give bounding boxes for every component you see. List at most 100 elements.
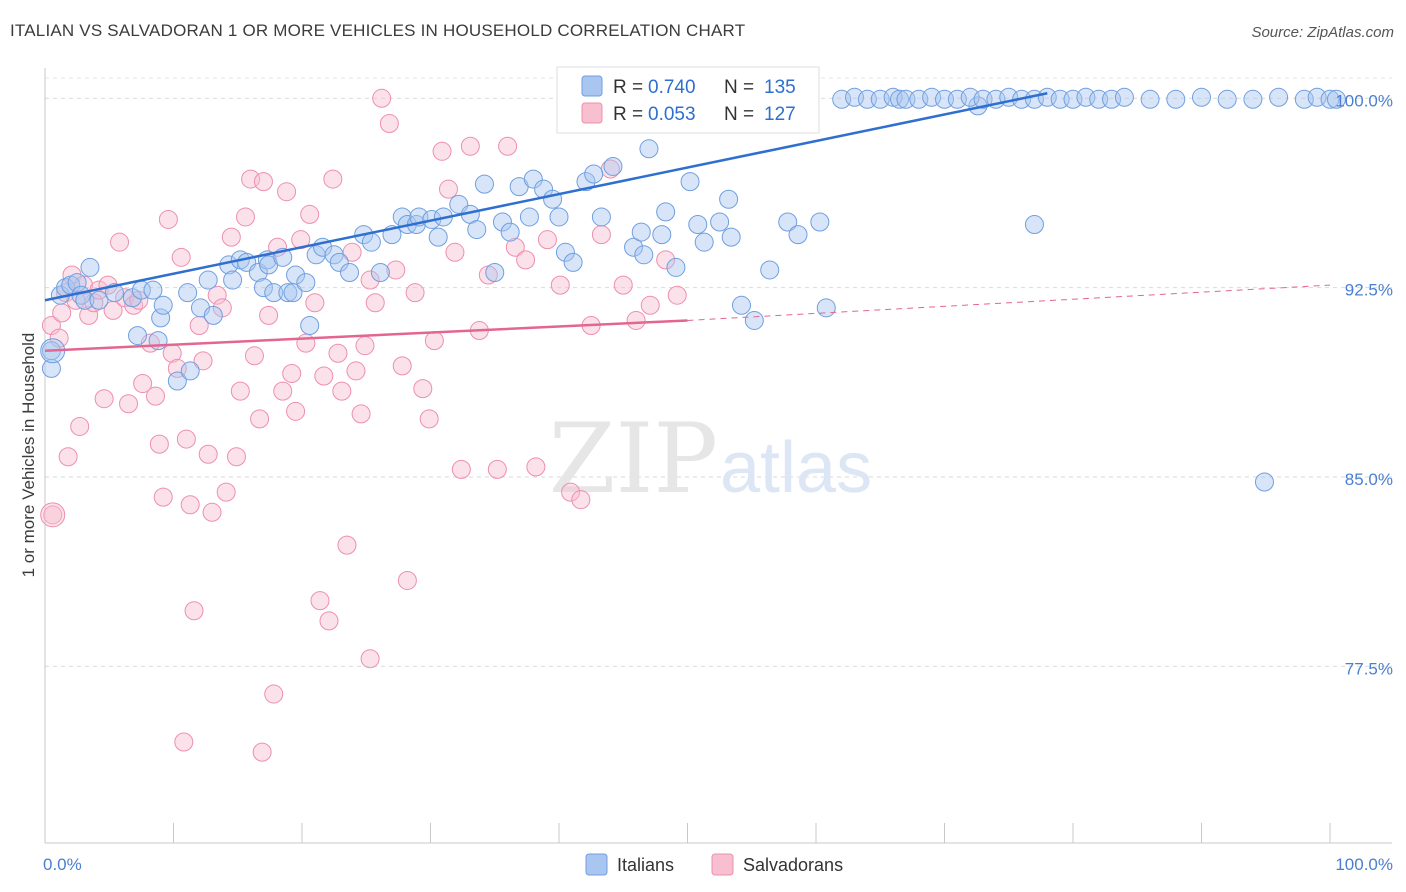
italians-point [656, 202, 676, 222]
salvadorans-point [146, 386, 166, 406]
salvadorans-point [319, 611, 339, 631]
salvadorans-point [413, 379, 433, 399]
italians-point [680, 172, 700, 192]
salvadorans-point [328, 343, 348, 363]
salvadorans-point [184, 601, 204, 621]
italians-point [300, 315, 320, 335]
salvadorans-point [505, 237, 525, 257]
salvadorans-point [498, 136, 518, 156]
salvadorans-point [273, 381, 293, 401]
italians-point [710, 212, 730, 232]
italians-point [104, 283, 124, 303]
salvadorans-point [282, 363, 302, 383]
italians-point [816, 298, 836, 318]
italians-point [253, 278, 273, 298]
salvadorans-point [419, 409, 439, 429]
bottom-legend: Italians Salvadorans [585, 853, 843, 876]
italians-point [1217, 89, 1237, 109]
italians-point [223, 270, 243, 290]
x-tick-label-start: 0.0% [43, 855, 82, 874]
salvadorans-point [667, 285, 687, 305]
salvadorans-r-value: 0.053 [648, 104, 696, 125]
salvadorans-point [296, 333, 316, 353]
italians-point [731, 295, 751, 315]
italians-trend-line [44, 92, 1048, 302]
salvadorans-point [337, 535, 357, 555]
salvadorans-point [432, 141, 452, 161]
y-tick-label: 77.5% [1345, 659, 1393, 678]
salvadorans-point [355, 336, 375, 356]
salvadorans-point [119, 394, 139, 414]
italians-point [361, 232, 381, 252]
salvadorans-point [571, 490, 591, 510]
salvadorans-point [591, 225, 611, 245]
italians-point [778, 212, 798, 232]
salvadorans-point [626, 310, 646, 330]
italians-point [721, 227, 741, 247]
salvadorans-point [58, 447, 78, 467]
italians-point [1254, 472, 1274, 492]
italians-point [80, 257, 100, 277]
italians-point [652, 225, 672, 245]
italians-point [1024, 215, 1044, 235]
salvadorans-point [277, 182, 297, 202]
salvadorans-point [360, 649, 380, 669]
salvadorans-point [264, 684, 284, 704]
x-tick-label-end: 100.0% [1335, 855, 1393, 874]
italians-point [474, 174, 494, 194]
italians-point [788, 225, 808, 245]
salvadorans-point [216, 482, 236, 502]
italians-point [603, 156, 623, 176]
salvadorans-point [153, 487, 173, 507]
salvadorans-legend-swatch [711, 853, 734, 876]
italians-point [143, 280, 163, 300]
salvadorans-point [40, 502, 66, 528]
italians-n-value: 135 [764, 77, 796, 98]
italians-point [500, 222, 520, 242]
salvadorans-point [174, 732, 194, 752]
salvadorans-point [445, 242, 465, 262]
salvadorans-point [405, 283, 425, 303]
italians-point [340, 262, 360, 282]
salvadorans-point [451, 459, 471, 479]
salvadorans-point [94, 389, 114, 409]
italians-point [810, 212, 830, 232]
italians-point [167, 371, 187, 391]
salvadorans-points [40, 88, 687, 762]
italians-point [41, 358, 61, 378]
italians-point [485, 262, 505, 282]
salvadorans-n-label: N = [724, 104, 754, 125]
salvadorans-point [70, 416, 90, 436]
salvadorans-point [351, 404, 371, 424]
salvadorans-point [252, 742, 272, 762]
salvadorans-n-value: 127 [764, 104, 796, 125]
salvadorans-point [314, 366, 334, 386]
italians-point [1243, 89, 1263, 109]
italians-legend-swatch [585, 853, 608, 876]
italians-point [631, 222, 651, 242]
salvadorans-point [310, 591, 330, 611]
italians-point [744, 310, 764, 330]
salvadorans-point [244, 346, 264, 366]
salvadorans-point [438, 179, 458, 199]
axes [44, 68, 1392, 844]
salvadorans-point [537, 230, 557, 250]
italians-point [688, 215, 708, 235]
italians-point [198, 270, 218, 290]
salvadorans-point [487, 459, 507, 479]
salvadorans-point [379, 114, 399, 134]
salvadorans-point [176, 429, 196, 449]
italians-point [203, 305, 223, 325]
salvadorans-point [198, 444, 218, 464]
y-tick-label: 100.0% [1335, 91, 1393, 110]
salvadorans-swatch [581, 102, 603, 124]
salvadorans-point [613, 275, 633, 295]
italians-point [329, 252, 349, 272]
salvadorans-point [221, 227, 241, 247]
italians-point [624, 237, 644, 257]
italians-point [286, 265, 306, 285]
source-label: Source: ZipAtlas.com [1251, 24, 1394, 41]
italians-point [151, 308, 171, 328]
italians-point [89, 290, 109, 310]
